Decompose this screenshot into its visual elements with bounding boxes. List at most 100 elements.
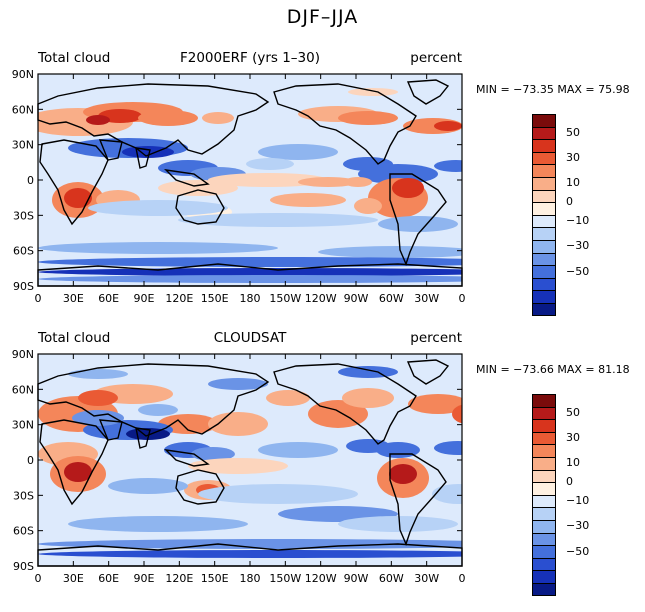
coastline — [406, 79, 450, 105]
colorbar-tick-label: 30 — [566, 431, 580, 445]
anomaly-contour — [258, 144, 338, 160]
colorbar-swatch — [532, 419, 556, 432]
lat-tick-label: 30N — [12, 139, 34, 152]
anomaly-contour — [270, 193, 346, 207]
lat-tick-label: 0 — [27, 174, 34, 187]
anomaly-contour — [318, 246, 462, 258]
anomaly-contour — [38, 257, 462, 267]
colorbar-tick-label: −30 — [566, 519, 590, 533]
lon-tick-label: 150W — [269, 292, 301, 305]
colorbar-swatch — [532, 482, 556, 495]
coastline — [164, 169, 210, 187]
anomaly-contour — [392, 178, 424, 198]
colorbar-swatch — [532, 252, 556, 266]
anomaly-contour — [208, 378, 268, 390]
units-label: percent — [410, 50, 462, 66]
coastline — [98, 419, 151, 449]
colorbar-swatch — [532, 114, 556, 127]
colorbar-swatch — [532, 214, 556, 228]
coastline — [98, 139, 151, 169]
coastline — [273, 363, 417, 445]
anomaly-contour — [389, 464, 417, 484]
lat-tick-label: 60N — [12, 383, 34, 396]
anomaly-contour — [208, 173, 328, 187]
anomaly-contour — [68, 516, 248, 532]
anomaly-contour — [378, 216, 458, 232]
lon-tick-label: 60E — [98, 292, 119, 305]
dataset-label: CLOUDSAT — [213, 330, 287, 346]
lon-tick-label: 90E — [134, 292, 155, 305]
anomaly-contour — [434, 121, 462, 131]
lon-tick-label: 0 — [35, 572, 42, 585]
colorbar-swatch — [532, 469, 556, 483]
anomaly-contour — [88, 200, 228, 216]
colorbar-swatch — [532, 277, 556, 291]
min-max-readout: MIN = −73.35 MAX = 75.98 — [476, 83, 630, 96]
coastline — [37, 83, 270, 157]
lon-tick-label: 60W — [379, 292, 404, 305]
anomaly-contour — [354, 198, 382, 214]
map-panel-model: Total cloud F2000ERF (yrs 1–30) percent … — [0, 42, 645, 332]
anomaly-contour — [298, 177, 358, 187]
anomaly-contour — [408, 394, 462, 414]
colorbar — [532, 114, 556, 316]
colorbar-swatch — [532, 406, 556, 420]
lon-tick-label: 30W — [414, 292, 439, 305]
colorbar-tick-label: −50 — [566, 264, 590, 278]
anomaly-contour — [64, 462, 92, 482]
lat-tick-label: 90N — [12, 68, 34, 81]
anomaly-contour — [188, 458, 288, 474]
coastline — [175, 189, 225, 225]
variable-label: Total cloud — [38, 50, 111, 66]
colorbar-swatch — [532, 164, 556, 177]
colorbar-swatch — [532, 557, 556, 571]
colorbar — [532, 394, 556, 596]
anomaly-contour — [158, 180, 238, 196]
min-max-readout: MIN = −73.66 MAX = 81.18 — [476, 363, 630, 376]
lat-tick-label: 30S — [13, 489, 34, 502]
anomaly-contour — [434, 160, 462, 172]
lon-tick-label: 60W — [379, 572, 404, 585]
colorbar-swatch — [532, 202, 556, 215]
anomaly-contour — [342, 388, 394, 408]
anomaly-contour — [266, 390, 310, 406]
anomaly-contour — [86, 115, 110, 125]
anomaly-contour — [338, 111, 398, 125]
coastline — [39, 139, 109, 226]
coastline — [406, 359, 450, 385]
anomaly-contour — [122, 146, 174, 158]
lon-tick-label: 0 — [459, 292, 466, 305]
colorbar-swatch — [532, 239, 556, 253]
anomaly-contour — [338, 516, 458, 532]
coastline — [175, 469, 225, 505]
lon-tick-label: 150W — [269, 572, 301, 585]
colorbar-tick-label: −10 — [566, 494, 590, 508]
lon-tick-label: 120W — [305, 572, 337, 585]
lat-tick-label: 90S — [13, 560, 34, 573]
colorbar-tick-label: 0 — [566, 195, 573, 209]
anomaly-contour — [246, 158, 294, 170]
anomaly-contour — [138, 110, 198, 126]
anomaly-contour — [38, 242, 278, 254]
anomaly-contour — [64, 188, 92, 208]
coastline — [389, 453, 447, 546]
lon-tick-label: 30E — [63, 292, 84, 305]
figure-title: DJF–JJA — [286, 6, 359, 28]
lat-tick-label: 30S — [13, 209, 34, 222]
lat-tick-label: 90S — [13, 280, 34, 293]
colorbar-tick-label: 50 — [566, 125, 580, 139]
colorbar-swatch — [532, 151, 556, 165]
anomaly-contour — [178, 213, 378, 227]
lon-tick-label: 120E — [165, 292, 193, 305]
colorbar-tick-label: 50 — [566, 405, 580, 419]
anomaly-contour — [68, 369, 128, 379]
dataset-label: F2000ERF (yrs 1–30) — [179, 50, 320, 66]
lon-tick-label: 90W — [344, 292, 369, 305]
coastline — [37, 363, 270, 437]
colorbar-tick-label: −10 — [566, 214, 590, 228]
anomaly-contour — [158, 228, 318, 240]
coastline — [389, 173, 447, 266]
lon-tick-label: 30E — [63, 572, 84, 585]
